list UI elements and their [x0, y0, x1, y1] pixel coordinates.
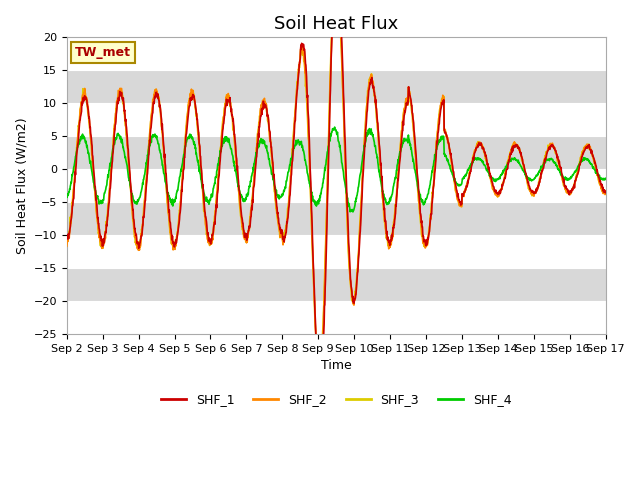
- Line: SHF_4: SHF_4: [67, 127, 605, 212]
- SHF_1: [602, 190, 609, 195]
- SHF_3: [464, 179, 472, 185]
- SHF_2: [596, 178, 604, 184]
- SHF_4: [312, 199, 319, 204]
- SHF_1: [464, 178, 472, 184]
- SHF_4: [147, 137, 155, 143]
- SHF_1: [316, 384, 324, 389]
- SHF_2: [323, 228, 330, 233]
- SHF_1: [312, 327, 319, 333]
- SHF_3: [312, 327, 319, 333]
- Bar: [67, 70, 605, 103]
- Line: SHF_2: SHF_2: [67, 0, 605, 377]
- Bar: [67, 136, 605, 169]
- SHF_2: [543, 149, 550, 155]
- Bar: [67, 268, 605, 301]
- Line: SHF_3: SHF_3: [67, 0, 605, 374]
- SHF_4: [543, 157, 550, 163]
- SHF_3: [596, 180, 604, 186]
- SHF_4: [596, 172, 604, 178]
- SHF_4: [602, 176, 609, 181]
- SHF_2: [464, 180, 472, 186]
- SHF_1: [63, 234, 70, 240]
- SHF_1: [147, 125, 155, 131]
- SHF_1: [543, 151, 550, 157]
- SHF_3: [543, 149, 550, 155]
- SHF_4: [63, 194, 70, 200]
- SHF_2: [602, 190, 609, 196]
- Line: SHF_1: SHF_1: [67, 0, 605, 386]
- SHF_3: [147, 119, 155, 124]
- SHF_3: [323, 222, 330, 228]
- Y-axis label: Soil Heat Flux (W/m2): Soil Heat Flux (W/m2): [15, 118, 28, 254]
- SHF_2: [315, 374, 323, 380]
- SHF_4: [322, 162, 330, 168]
- SHF_1: [596, 177, 604, 182]
- SHF_2: [147, 115, 155, 120]
- Text: TW_met: TW_met: [75, 46, 131, 59]
- Title: Soil Heat Flux: Soil Heat Flux: [274, 15, 398, 33]
- Bar: [67, 202, 605, 235]
- SHF_2: [312, 330, 319, 336]
- SHF_4: [349, 209, 356, 215]
- SHF_4: [331, 124, 339, 130]
- SHF_3: [63, 242, 70, 248]
- Legend: SHF_1, SHF_2, SHF_3, SHF_4: SHF_1, SHF_2, SHF_3, SHF_4: [156, 388, 516, 411]
- X-axis label: Time: Time: [321, 360, 351, 372]
- SHF_3: [316, 371, 323, 377]
- SHF_3: [602, 188, 609, 193]
- SHF_1: [323, 251, 330, 256]
- SHF_4: [464, 167, 472, 172]
- SHF_2: [63, 243, 70, 249]
